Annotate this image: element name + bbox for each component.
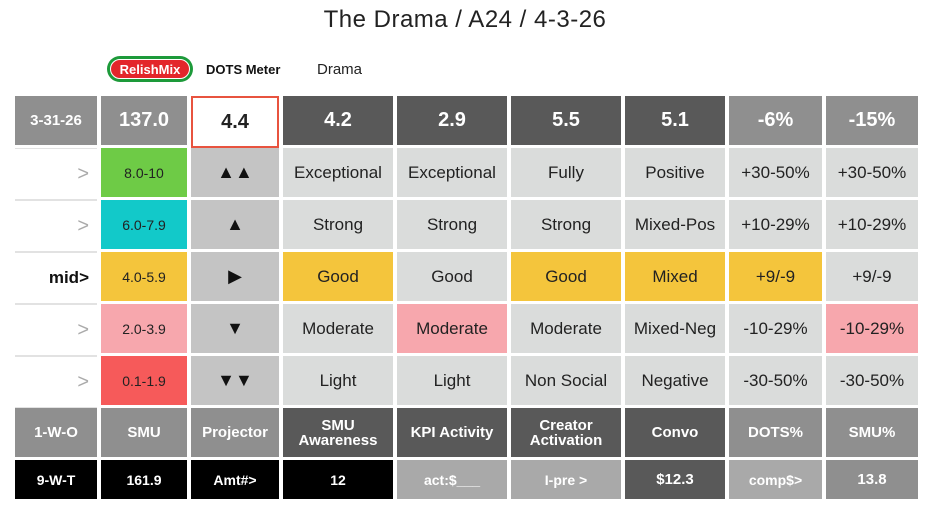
table-cell: Strong [511,200,621,252]
range-badge: 6.0-7.9 [101,200,187,252]
up-arrow-icon: ▲ [191,200,279,252]
logo-text: RelishMix [110,59,190,79]
table-cell-highlight: +9/-9 [729,252,822,304]
header-kpi-activity: 2.9 [397,96,507,148]
footer-projector: Projector [191,408,279,460]
table-cell: Good [397,252,507,304]
right-arrow-icon: ▶ [191,252,279,304]
header-date: 3-31-26 [15,96,97,148]
table-cell-highlight: Good [283,252,393,304]
table-cell: -30-50% [729,356,822,408]
range-badge: 0.1-1.9 [101,356,187,408]
footer-smu-pct: SMU% [826,408,918,460]
table-cell: Fully [511,148,621,200]
table-cell: Strong [397,200,507,252]
page-title: The Drama / A24 / 4-3-26 [323,6,607,33]
bottom-comp: comp$> [729,460,822,502]
table-cell-highlight: -10-29% [826,304,918,356]
row-label: > [15,200,97,252]
bottom-amt: Amt#> [191,460,279,502]
range-badge: 2.0-3.9 [101,304,187,356]
table-cell: +10-29% [729,200,822,252]
header-smu-awareness: 4.2 [283,96,393,148]
dots-meter-label: DOTS Meter [206,62,281,77]
table-cell: Exceptional [283,148,393,200]
metrics-table: 3-31-26 137.0 4.4 4.2 2.9 5.5 5.1 -6% -1… [15,96,918,502]
table-cell: Negative [625,356,725,408]
table-cell: Exceptional [397,148,507,200]
footer-smu-awareness: SMU Awareness [283,408,393,460]
bottom-smu-value: 161.9 [101,460,187,502]
table-cell: Light [397,356,507,408]
footer-smu: SMU [101,408,187,460]
table-cell: -10-29% [729,304,822,356]
down-arrow-icon: ▼ [191,304,279,356]
row-label: > [15,356,97,408]
table-cell: Moderate [511,304,621,356]
header-smu-pct: -15% [826,96,918,148]
genre-label: Drama [317,61,363,78]
table-cell: +30-50% [729,148,822,200]
table-cell: Non Social [511,356,621,408]
footer-creator-activation: Creator Activation [511,408,621,460]
relishmix-logo: RelishMix [107,56,193,82]
table-cell: Mixed-Pos [625,200,725,252]
footer-kpi-activity: KPI Activity [397,408,507,460]
double-down-arrow-icon: ▼▼ [191,356,279,408]
header-dots-meter: 4.4 [191,96,279,148]
table-cell-highlight: Good [511,252,621,304]
table-cell: Positive [625,148,725,200]
row-label-mid: mid> [15,252,97,304]
bottom-convo-value: $12.3 [625,460,725,502]
double-up-arrow-icon: ▲▲ [191,148,279,200]
bottom-awareness-value: 12 [283,460,393,502]
table-cell: +10-29% [826,200,918,252]
table-cell-highlight: Moderate [397,304,507,356]
table-cell: -30-50% [826,356,918,408]
footer-convo: Convo [625,408,725,460]
table-cell: +9/-9 [826,252,918,304]
table-cell: Light [283,356,393,408]
row-label: > [15,304,97,356]
table-cell: Mixed-Neg [625,304,725,356]
range-badge: 4.0-5.9 [101,252,187,304]
bottom-9wt: 9-W-T [15,460,97,502]
footer-1wo: 1-W-O [15,408,97,460]
footer-dots-pct: DOTS% [729,408,822,460]
range-badge: 8.0-10 [101,148,187,200]
table-cell-highlight: Mixed [625,252,725,304]
bottom-ipre: I-pre > [511,460,621,502]
table-cell: Strong [283,200,393,252]
row-label: > [15,148,97,200]
header-smu: 137.0 [101,96,187,148]
bottom-smu-pct-value: 13.8 [826,460,918,502]
table-cell: Moderate [283,304,393,356]
bottom-act: act:$___ [397,460,507,502]
table-cell: +30-50% [826,148,918,200]
header-dots-pct: -6% [729,96,822,148]
header-creator-activation: 5.5 [511,96,621,148]
header-convo: 5.1 [625,96,725,148]
